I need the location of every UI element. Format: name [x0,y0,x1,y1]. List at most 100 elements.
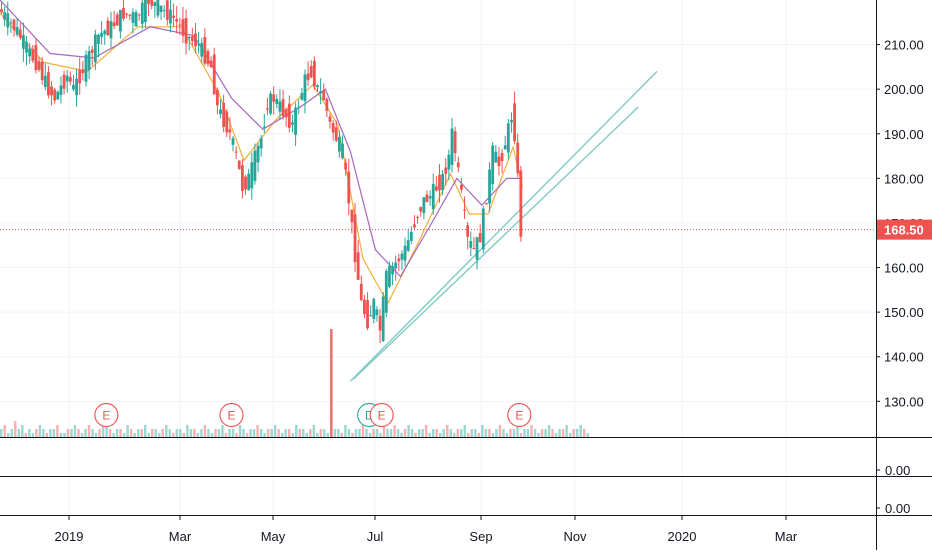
candle-body [425,194,429,203]
candle-body [15,26,19,35]
candle-body [175,18,179,22]
volume-bar [565,425,568,437]
candle-body [453,131,457,154]
volume-bar [196,433,200,437]
candle-body [262,126,266,128]
candle-body [50,86,53,96]
volume-bar [56,425,59,437]
price-tick-label: 190.00 [884,127,924,142]
volume-bar [235,433,238,437]
volume-bar [354,429,358,437]
earnings-marker[interactable] [369,402,394,428]
candle-body [6,13,10,28]
candle-body [178,24,182,26]
volume-bar [291,433,294,437]
volume-bar [38,425,42,437]
candle-body [3,12,7,20]
volume-bar [547,425,551,437]
volume-bar [484,429,488,437]
time-axis[interactable]: 2019 Mar May Jul Sep Nov 2020 Mar [55,515,798,544]
volume-bar [368,433,372,437]
trendlines[interactable] [349,70,658,382]
earnings-marker[interactable] [219,402,244,428]
candle-body [350,209,354,223]
time-tick-label: 2019 [55,529,84,544]
candle-body [378,315,382,331]
volume-bar [340,433,344,437]
earnings-marker[interactable] [94,402,119,428]
trendline[interactable] [349,70,658,382]
candle-body [278,101,282,112]
candle-body [237,160,241,169]
volume-bar [42,429,45,437]
time-tick-label: May [261,529,286,544]
volume-bar [326,433,330,437]
volume-bar [488,429,491,437]
candle-body [128,14,132,16]
volume-bar [119,429,122,437]
volume-bar [414,433,417,437]
candle-body [37,61,41,70]
volume-bar [460,429,463,437]
volume-bar [477,433,481,437]
volume-bar [228,429,231,437]
volume-bar [495,429,498,437]
candle-body [500,152,504,162]
volume-bar [231,429,235,437]
volume-bar [298,429,301,437]
candle-body [363,299,366,315]
candle-body [403,245,407,261]
candle-body [306,73,310,80]
candle-body [153,2,157,6]
volume-bar [3,425,6,437]
candle-body [225,111,229,133]
volume-bar [351,433,354,437]
volume-bar [435,429,438,437]
candle-body [125,13,129,15]
candle-body [344,162,348,170]
volume-bar [122,433,126,437]
candle-body [228,129,232,133]
moving-average-line [0,13,524,305]
price-axis[interactable]: 130.00140.00150.00160.00170.00180.00190.… [876,38,932,410]
volume-bar [438,433,442,437]
candle-body [506,123,510,153]
volume-bar [579,425,582,437]
candle-body [65,75,69,82]
candle-body [347,171,351,204]
candle-body [291,122,294,125]
volume-bar [84,429,87,437]
candle-body [87,51,91,71]
price-tick-label: 210.00 [884,38,924,53]
candle-body [156,0,160,16]
candle-body [169,9,172,24]
volume-bar [530,425,533,437]
volume-bar [330,329,333,437]
price-tick-label: 180.00 [884,171,924,186]
volume-bar [586,433,589,437]
candle-body [284,109,288,118]
candle-body [450,128,454,165]
candle-body [400,253,404,260]
candle-body [422,197,426,214]
candlesticks [0,0,523,344]
volume-bar [467,433,470,437]
candle-body [391,266,394,275]
volume-bar [165,425,168,437]
candle-body [234,151,238,153]
volume-bar [389,429,393,437]
volume-bar [193,429,196,437]
candle-body [356,252,360,280]
trendline[interactable] [353,106,639,380]
candle-body [137,14,141,16]
volume-bar [45,433,49,437]
volume-bar [21,425,24,437]
volume-bar [87,425,91,437]
earnings-marker[interactable] [507,402,532,428]
volume-bar [266,429,270,437]
candle-body [466,225,470,237]
